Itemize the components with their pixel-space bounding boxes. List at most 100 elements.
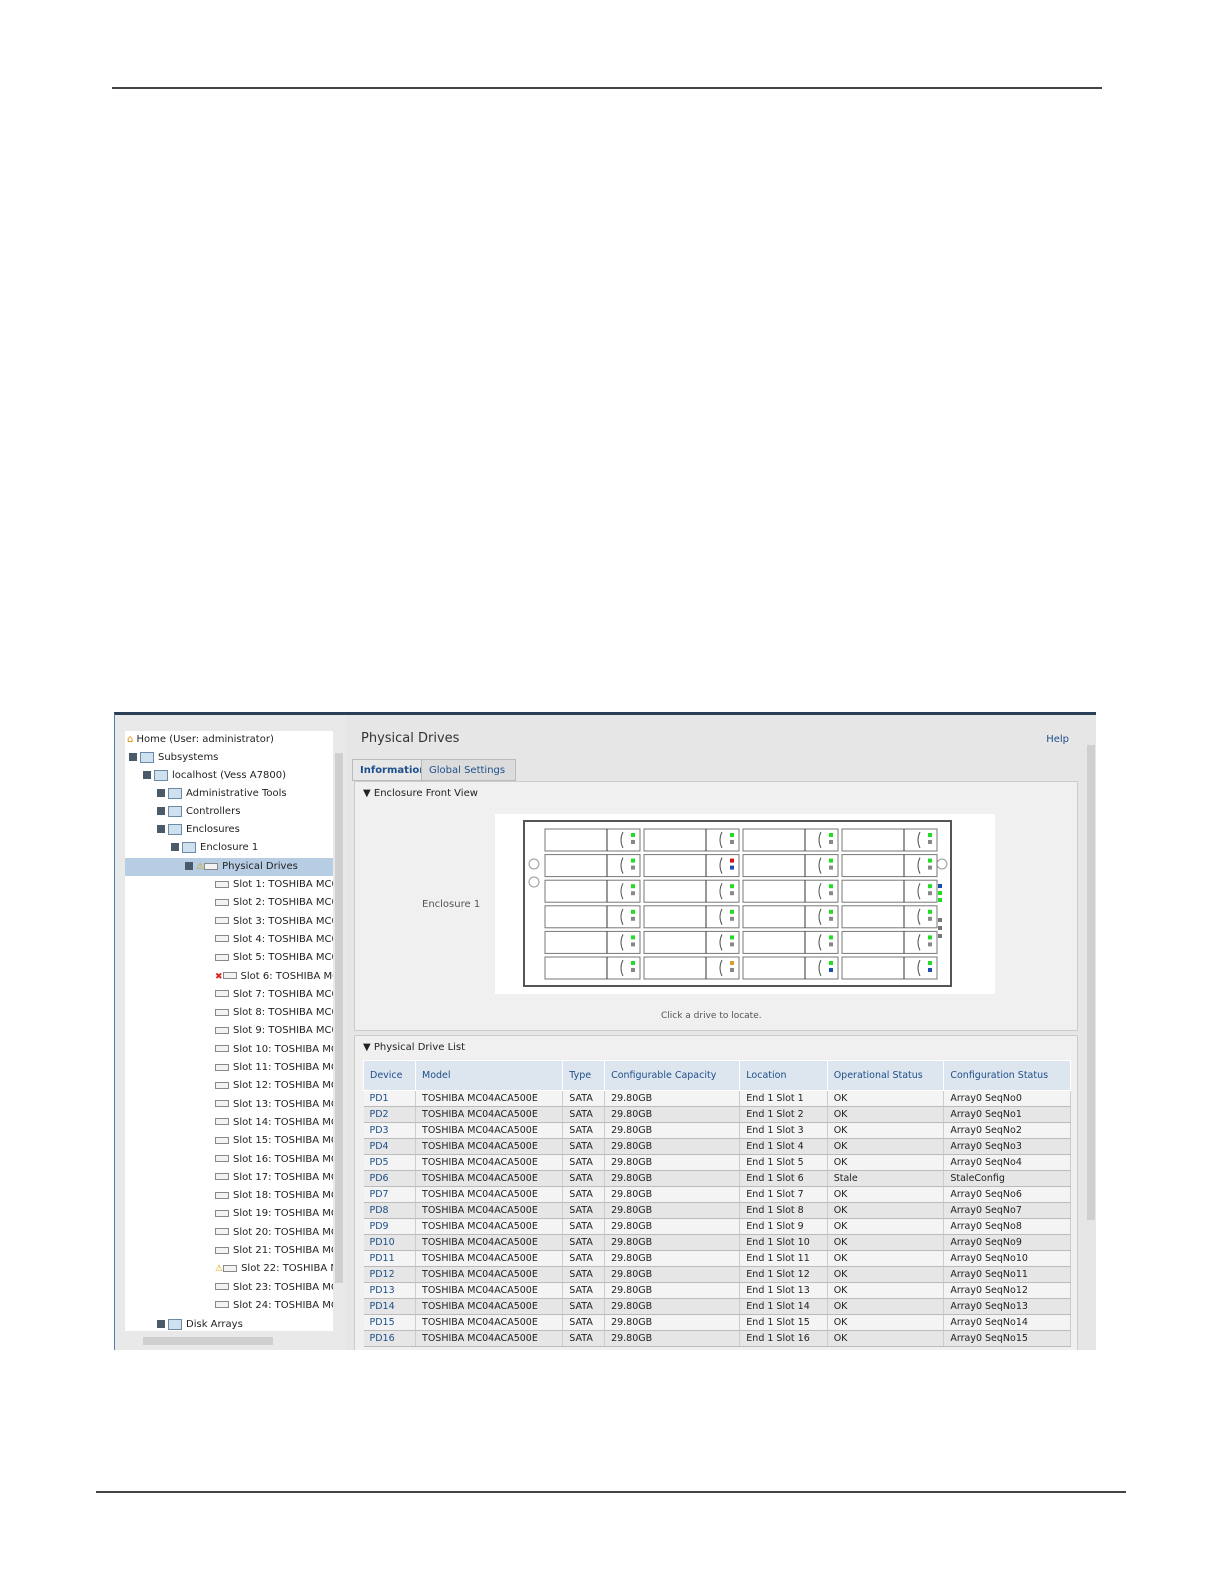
tree-physical-drives[interactable]: ⚠ Physical Drives <box>125 858 333 876</box>
tree-slot[interactable]: Slot 11: TOSHIBA MC <box>215 1059 333 1077</box>
drive-bay[interactable] <box>742 828 839 852</box>
collapse-icon[interactable] <box>157 825 165 833</box>
column-header[interactable]: Type <box>562 1060 606 1091</box>
tree-slot[interactable]: Slot 20: TOSHIBA MC <box>215 1224 333 1242</box>
tree-slot[interactable]: Slot 14: TOSHIBA MC <box>215 1114 333 1132</box>
drive-bay[interactable] <box>544 905 641 929</box>
drive-bay[interactable] <box>643 828 740 852</box>
drive-list-header[interactable]: ▼ Physical Drive List <box>363 1042 465 1053</box>
device-link[interactable]: PD14 <box>363 1298 417 1315</box>
table-row[interactable]: PD7 TOSHIBA MC04ACA500E SATA 29.80GB End 1 S… <box>363 1186 1071 1203</box>
tree-admin-tools[interactable]: Administrative Tools <box>157 785 287 803</box>
tree-slot[interactable]: Slot 5: TOSHIBA MC0 <box>215 949 333 967</box>
drive-bay[interactable] <box>742 854 839 878</box>
device-link[interactable]: PD3 <box>363 1122 417 1139</box>
table-row[interactable]: PD8 TOSHIBA MC04ACA500E SATA 29.80GB End 1 S… <box>363 1202 1071 1219</box>
table-row[interactable]: PD10 TOSHIBA MC04ACA500E SATA 29.80GB End 1 … <box>363 1234 1071 1251</box>
drive-bay[interactable] <box>643 879 740 903</box>
tree-slot[interactable]: Slot 2: TOSHIBA MC0 <box>215 894 333 912</box>
table-row[interactable]: PD3 TOSHIBA MC04ACA500E SATA 29.80GB End 1 S… <box>363 1122 1071 1139</box>
drive-bay[interactable] <box>643 930 740 954</box>
main-vertical-scrollbar[interactable] <box>1085 731 1096 1341</box>
collapse-icon[interactable] <box>129 753 137 761</box>
tree-disk-arrays[interactable]: Disk Arrays <box>157 1316 243 1331</box>
drive-bay[interactable] <box>841 905 938 929</box>
table-row[interactable]: PD12 TOSHIBA MC04ACA500E SATA 29.80GB End 1 … <box>363 1266 1071 1283</box>
device-link[interactable]: PD1 <box>363 1090 417 1107</box>
tree-home[interactable]: ⌂ Home (User: administrator) <box>127 731 274 749</box>
tree-slot[interactable]: Slot 21: TOSHIBA MC <box>215 1242 333 1260</box>
column-header[interactable]: Device <box>362 1060 417 1091</box>
drive-bay[interactable] <box>742 930 839 954</box>
tree-slot[interactable]: Slot 3: TOSHIBA MC0 <box>215 913 333 931</box>
tree-slot[interactable]: Slot 8: TOSHIBA MC0 <box>215 1004 333 1022</box>
tree-slot[interactable]: Slot 16: TOSHIBA MC <box>215 1151 333 1169</box>
tree-slot[interactable]: Slot 24: TOSHIBA MC <box>215 1297 333 1315</box>
drive-bay[interactable] <box>841 956 938 980</box>
drive-bay[interactable] <box>643 956 740 980</box>
collapse-icon[interactable] <box>171 843 179 851</box>
tree-slot[interactable]: ✖ Slot 6: TOSHIBA MC0 <box>215 968 333 986</box>
table-row[interactable]: PD4 TOSHIBA MC04ACA500E SATA 29.80GB End 1 S… <box>363 1138 1071 1155</box>
tree-slot[interactable]: Slot 12: TOSHIBA MC <box>215 1077 333 1095</box>
device-link[interactable]: PD4 <box>363 1138 417 1155</box>
device-link[interactable]: PD10 <box>363 1234 417 1251</box>
drive-bay[interactable] <box>544 828 641 852</box>
device-link[interactable]: PD11 <box>363 1250 417 1267</box>
table-row[interactable]: PD5 TOSHIBA MC04ACA500E SATA 29.80GB End 1 S… <box>363 1154 1071 1171</box>
drive-bay[interactable] <box>742 905 839 929</box>
tree-enclosures[interactable]: Enclosures <box>157 821 240 839</box>
drive-bay[interactable] <box>742 879 839 903</box>
tree-slot[interactable]: Slot 23: TOSHIBA MC <box>215 1279 333 1297</box>
tree-slot[interactable]: Slot 17: TOSHIBA MC <box>215 1169 333 1187</box>
tree-slot[interactable]: Slot 18: TOSHIBA MC <box>215 1187 333 1205</box>
column-header[interactable]: Configuration Status <box>943 1060 1071 1091</box>
device-link[interactable]: PD8 <box>363 1202 417 1219</box>
drive-bay[interactable] <box>841 828 938 852</box>
tree-slot[interactable]: Slot 10: TOSHIBA MC <box>215 1041 333 1059</box>
help-link[interactable]: Help <box>1046 734 1069 745</box>
tree-controllers[interactable]: Controllers <box>157 803 240 821</box>
tree-slot[interactable]: Slot 19: TOSHIBA MC <box>215 1205 333 1223</box>
device-link[interactable]: PD16 <box>363 1330 417 1347</box>
drive-bay[interactable] <box>544 956 641 980</box>
table-row[interactable]: PD6 TOSHIBA MC04ACA500E SATA 29.80GB End 1 S… <box>363 1170 1071 1187</box>
table-row[interactable]: PD1 TOSHIBA MC04ACA500E SATA 29.80GB End 1 S… <box>363 1090 1071 1107</box>
drive-bay[interactable] <box>841 930 938 954</box>
device-link[interactable]: PD12 <box>363 1266 417 1283</box>
collapse-icon[interactable] <box>143 771 151 779</box>
table-row[interactable]: PD13 TOSHIBA MC04ACA500E SATA 29.80GB End 1 … <box>363 1282 1071 1299</box>
drive-bay[interactable] <box>643 854 740 878</box>
drive-bay[interactable] <box>643 905 740 929</box>
tree-enclosure-1[interactable]: Enclosure 1 <box>171 839 258 857</box>
drive-bay[interactable] <box>841 854 938 878</box>
tree-slot[interactable]: Slot 15: TOSHIBA MC <box>215 1132 333 1150</box>
expand-icon[interactable] <box>157 1320 165 1328</box>
device-link[interactable]: PD15 <box>363 1314 417 1331</box>
drive-bay[interactable] <box>544 930 641 954</box>
column-header[interactable]: Model <box>415 1060 564 1091</box>
table-row[interactable]: PD14 TOSHIBA MC04ACA500E SATA 29.80GB End 1 … <box>363 1298 1071 1315</box>
expand-icon[interactable] <box>157 807 165 815</box>
tree-localhost[interactable]: localhost (Vess A7800) <box>143 767 286 785</box>
table-row[interactable]: PD2 TOSHIBA MC04ACA500E SATA 29.80GB End 1 S… <box>363 1106 1071 1123</box>
drive-bay[interactable] <box>841 879 938 903</box>
tree-subsystems[interactable]: Subsystems <box>129 749 218 767</box>
drive-bay[interactable] <box>544 879 641 903</box>
column-header[interactable]: Location <box>739 1060 828 1091</box>
device-link[interactable]: PD9 <box>363 1218 417 1235</box>
device-link[interactable]: PD13 <box>363 1282 417 1299</box>
enclosure-image[interactable] <box>495 814 995 994</box>
table-row[interactable]: PD9 TOSHIBA MC04ACA500E SATA 29.80GB End 1 S… <box>363 1218 1071 1235</box>
tree-vertical-scrollbar[interactable] <box>333 731 345 1331</box>
device-link[interactable]: PD6 <box>363 1170 417 1187</box>
tree-slot[interactable]: Slot 7: TOSHIBA MC0 <box>215 986 333 1004</box>
tree-slot[interactable]: Slot 1: TOSHIBA MC0 <box>215 876 333 894</box>
tree-horizontal-scrollbar[interactable] <box>125 1335 333 1347</box>
expand-icon[interactable] <box>157 789 165 797</box>
table-row[interactable]: PD16 TOSHIBA MC04ACA500E SATA 29.80GB End 1 … <box>363 1330 1071 1347</box>
device-link[interactable]: PD7 <box>363 1186 417 1203</box>
drive-bay[interactable] <box>742 956 839 980</box>
tree-slot[interactable]: Slot 13: TOSHIBA MC <box>215 1096 333 1114</box>
tree-slot[interactable]: Slot 4: TOSHIBA MC0 <box>215 931 333 949</box>
